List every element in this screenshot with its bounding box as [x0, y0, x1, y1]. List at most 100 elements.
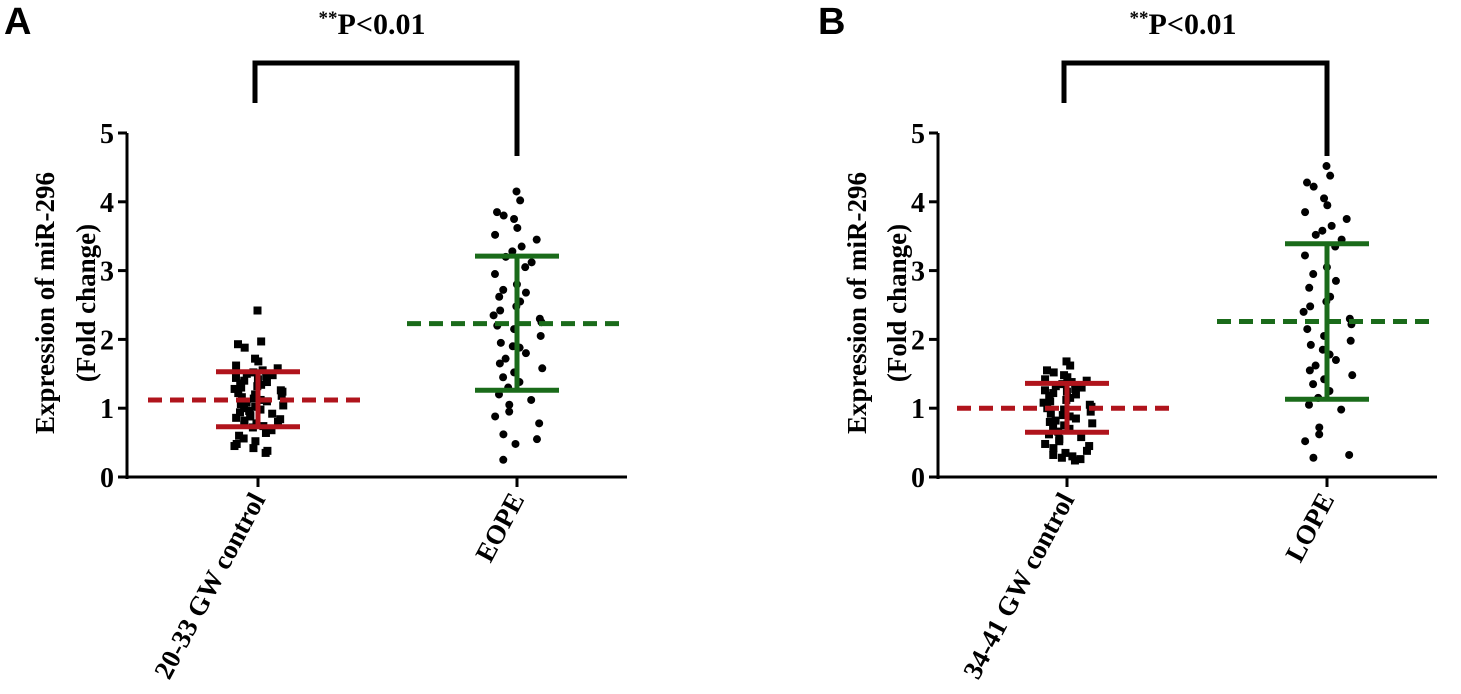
data-point: [240, 376, 249, 385]
data-point: [235, 408, 244, 417]
data-point: [230, 442, 239, 451]
significance-p-value: P<0.01: [1149, 8, 1237, 41]
y-axis-label-line2: (Fold change): [882, 224, 912, 382]
significance-stars: **: [319, 8, 338, 29]
data-point: [1076, 455, 1085, 464]
data-point: [1306, 340, 1315, 349]
y-tick-label: 2: [100, 325, 114, 356]
data-point: [1303, 178, 1312, 187]
data-point: [1060, 421, 1069, 430]
data-point: [499, 285, 508, 294]
y-tick-label: 5: [100, 119, 114, 150]
data-point: [237, 383, 246, 392]
data-point: [1045, 391, 1054, 400]
data-point: [1337, 405, 1346, 414]
data-point: [231, 373, 240, 382]
data-point: [1305, 283, 1314, 292]
data-point: [527, 395, 536, 404]
data-point: [277, 391, 286, 400]
data-point: [499, 455, 508, 464]
group-0: [148, 306, 368, 457]
data-point: [1066, 361, 1075, 370]
data-point: [512, 187, 521, 196]
data-point: [1300, 251, 1309, 260]
significance-bracket: [1061, 60, 1330, 156]
data-point: [501, 354, 510, 363]
data-point: [1346, 336, 1355, 345]
panel-letter: B: [818, 1, 845, 43]
data-point: [257, 337, 266, 346]
data-point: [240, 404, 249, 413]
data-point: [237, 393, 246, 402]
data-point: [1065, 412, 1074, 421]
data-point: [1331, 276, 1340, 285]
data-point: [278, 387, 287, 396]
y-tick-label: 5: [911, 119, 925, 150]
data-point: [1305, 366, 1314, 375]
x-category-label: EOPE: [469, 488, 530, 567]
data-point: [532, 235, 541, 244]
data-point: [1301, 437, 1310, 446]
y-tick-label: 3: [911, 257, 925, 288]
data-point: [251, 402, 260, 411]
data-point: [1058, 411, 1067, 420]
significance-bracket: [252, 60, 520, 156]
data-point: [1049, 423, 1058, 432]
data-point: [230, 384, 239, 393]
data-point: [521, 288, 530, 297]
y-axis-label-line1: Expression of miR-296: [30, 172, 60, 434]
data-point: [1315, 423, 1324, 432]
y-tick-label: 4: [100, 188, 114, 219]
data-point: [1062, 357, 1071, 366]
panel-a: A **P<0.01 0 1 2 3 4 5 Expression of miR-296 (Fol…: [4, 1, 627, 684]
x-category-label: LOPE: [1279, 488, 1340, 567]
data-point: [1041, 375, 1050, 384]
data-point: [1049, 389, 1058, 398]
data-point: [1301, 208, 1310, 217]
data-point: [236, 400, 245, 409]
data-point: [489, 311, 498, 320]
group-1: [1217, 162, 1437, 462]
data-point: [234, 389, 243, 398]
data-point: [1309, 453, 1318, 462]
data-point: [1040, 386, 1049, 395]
data-point: [495, 292, 504, 301]
data-point: [235, 431, 244, 440]
data-point: [505, 407, 514, 416]
data-point: [1039, 398, 1048, 407]
y-axis-label-line1: Expression of miR-296: [842, 172, 872, 434]
data-point: [251, 390, 260, 399]
data-point: [1071, 390, 1080, 399]
data-point: [1311, 230, 1320, 239]
data-point: [1060, 405, 1069, 414]
data-point: [249, 394, 258, 403]
data-point: [1311, 361, 1320, 370]
y-tick-label: 1: [911, 394, 925, 425]
data-point: [496, 306, 505, 315]
data-point: [521, 349, 530, 358]
data-point: [242, 398, 251, 407]
data-point: [499, 373, 508, 382]
panel-letter: A: [4, 1, 31, 43]
data-point: [517, 242, 526, 251]
panel-b: B **P<0.01 0 1 2 3 4 5 Expression of miR-296 (Fol…: [818, 1, 1437, 684]
y-tick-label: 2: [911, 325, 925, 356]
y-tick-label: 3: [100, 257, 114, 288]
data-point: [240, 343, 249, 352]
data-point: [1320, 194, 1329, 203]
data-point: [234, 340, 243, 349]
data-point: [236, 379, 245, 388]
data-point: [240, 416, 249, 425]
data-point: [1043, 366, 1052, 375]
data-point: [1309, 380, 1318, 389]
data-point: [261, 448, 270, 457]
data-point: [491, 230, 500, 239]
data-point: [491, 412, 500, 421]
data-point: [1070, 456, 1079, 465]
data-point: [253, 306, 262, 315]
data-point: [499, 211, 508, 220]
data-point: [232, 361, 241, 370]
data-point: [1303, 325, 1312, 334]
data-point: [510, 215, 519, 223]
data-point: [1304, 400, 1313, 409]
